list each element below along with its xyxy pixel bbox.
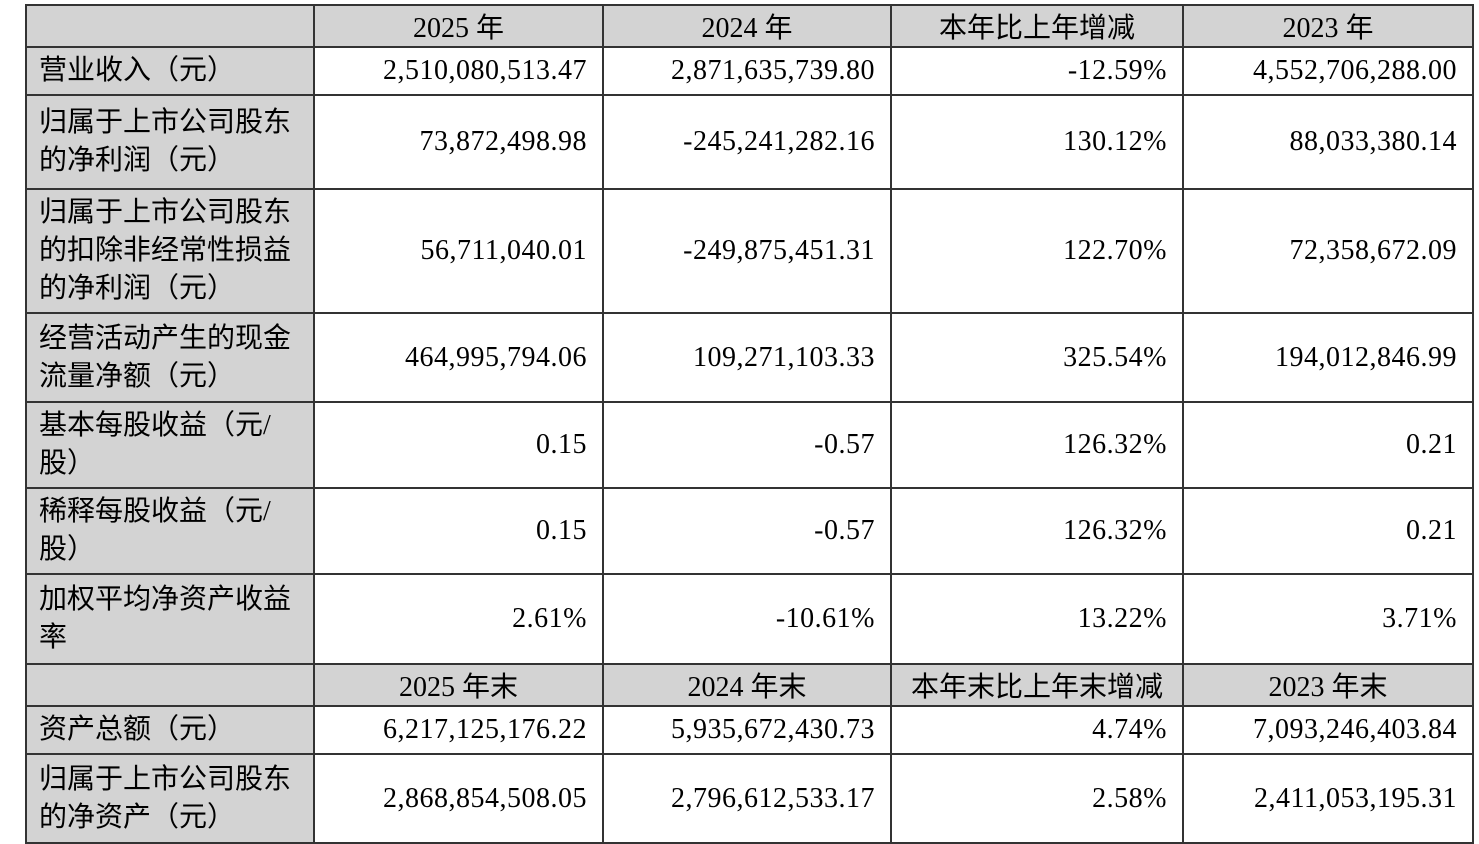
- column-header-2024-end: 2024 年末: [602, 663, 892, 707]
- row-label: 归属于上市公司股东 的净资产（元）: [25, 753, 315, 844]
- cell-value: 0.15: [313, 401, 604, 489]
- row-label: 经营活动产生的现金 流量净额（元）: [25, 312, 315, 403]
- cell-value: 7,093,246,403.84: [1182, 705, 1474, 755]
- financial-summary-table: 2025 年 2024 年 本年比上年增减 2023 年 营业收入（元） 2,5…: [25, 4, 1474, 844]
- column-header-end-change: 本年末比上年末增减: [890, 663, 1184, 707]
- cell-value: 72,358,672.09: [1182, 188, 1474, 314]
- row-label: 稀释每股收益（元/ 股）: [25, 487, 315, 575]
- cell-value: -249,875,451.31: [602, 188, 892, 314]
- row-label: 加权平均净资产收益 率: [25, 573, 315, 665]
- cell-value: 13.22%: [890, 573, 1184, 665]
- annual-header-row: 2025 年 2024 年 本年比上年增减 2023 年: [25, 4, 1474, 48]
- row-label: 归属于上市公司股东 的净利润（元）: [25, 94, 315, 190]
- cell-value: -0.57: [602, 487, 892, 575]
- cell-value: 3.71%: [1182, 573, 1474, 665]
- cell-value: 5,935,672,430.73: [602, 705, 892, 755]
- table-row-net-assets: 归属于上市公司股东 的净资产（元） 2,868,854,508.05 2,796…: [25, 753, 1474, 844]
- table-row-net-profit: 归属于上市公司股东 的净利润（元） 73,872,498.98 -245,241…: [25, 94, 1474, 190]
- cell-value: 2,411,053,195.31: [1182, 753, 1474, 844]
- row-label: 资产总额（元）: [25, 705, 315, 755]
- cell-value: 2,510,080,513.47: [313, 46, 604, 96]
- cell-value: 126.32%: [890, 401, 1184, 489]
- cell-value: 56,711,040.01: [313, 188, 604, 314]
- financial-summary: 2025 年 2024 年 本年比上年增减 2023 年 营业收入（元） 2,5…: [25, 4, 1474, 844]
- cell-value: 2,796,612,533.17: [602, 753, 892, 844]
- table-row-diluted-eps: 稀释每股收益（元/ 股） 0.15 -0.57 126.32% 0.21: [25, 487, 1474, 575]
- cell-value: 464,995,794.06: [313, 312, 604, 403]
- column-header-2023-end: 2023 年末: [1182, 663, 1474, 707]
- header-corner-cell: [25, 663, 315, 707]
- table-row-revenue: 营业收入（元） 2,510,080,513.47 2,871,635,739.8…: [25, 46, 1474, 96]
- header-corner-cell: [25, 4, 315, 48]
- cell-value: 109,271,103.33: [602, 312, 892, 403]
- cell-value: 2.61%: [313, 573, 604, 665]
- cell-value: 126.32%: [890, 487, 1184, 575]
- table-row-net-profit-excl-nonrecurring: 归属于上市公司股东 的扣除非经常性损益 的净利润（元） 56,711,040.0…: [25, 188, 1474, 314]
- row-label: 归属于上市公司股东 的扣除非经常性损益 的净利润（元）: [25, 188, 315, 314]
- cell-value: 2,868,854,508.05: [313, 753, 604, 844]
- cell-value: -10.61%: [602, 573, 892, 665]
- cell-value: 6,217,125,176.22: [313, 705, 604, 755]
- table-row-total-assets: 资产总额（元） 6,217,125,176.22 5,935,672,430.7…: [25, 705, 1474, 755]
- cell-value: 4.74%: [890, 705, 1184, 755]
- cell-value: 130.12%: [890, 94, 1184, 190]
- cell-value: -245,241,282.16: [602, 94, 892, 190]
- cell-value: 2,871,635,739.80: [602, 46, 892, 96]
- period-end-header-row: 2025 年末 2024 年末 本年末比上年末增减 2023 年末: [25, 663, 1474, 707]
- cell-value: 73,872,498.98: [313, 94, 604, 190]
- column-header-2025-end: 2025 年末: [313, 663, 604, 707]
- cell-value: 122.70%: [890, 188, 1184, 314]
- row-label: 基本每股收益（元/ 股）: [25, 401, 315, 489]
- column-header-2023: 2023 年: [1182, 4, 1474, 48]
- cell-value: -0.57: [602, 401, 892, 489]
- column-header-yoy-change: 本年比上年增减: [890, 4, 1184, 48]
- cell-value: 0.21: [1182, 401, 1474, 489]
- column-header-2025: 2025 年: [313, 4, 604, 48]
- column-header-2024: 2024 年: [602, 4, 892, 48]
- cell-value: 0.21: [1182, 487, 1474, 575]
- table-row-basic-eps: 基本每股收益（元/ 股） 0.15 -0.57 126.32% 0.21: [25, 401, 1474, 489]
- row-label: 营业收入（元）: [25, 46, 315, 96]
- cell-value: 325.54%: [890, 312, 1184, 403]
- cell-value: -12.59%: [890, 46, 1184, 96]
- cell-value: 4,552,706,288.00: [1182, 46, 1474, 96]
- cell-value: 88,033,380.14: [1182, 94, 1474, 190]
- cell-value: 194,012,846.99: [1182, 312, 1474, 403]
- table-row-weighted-avg-roe: 加权平均净资产收益 率 2.61% -10.61% 13.22% 3.71%: [25, 573, 1474, 665]
- table-row-operating-cash-flow: 经营活动产生的现金 流量净额（元） 464,995,794.06 109,271…: [25, 312, 1474, 403]
- cell-value: 0.15: [313, 487, 604, 575]
